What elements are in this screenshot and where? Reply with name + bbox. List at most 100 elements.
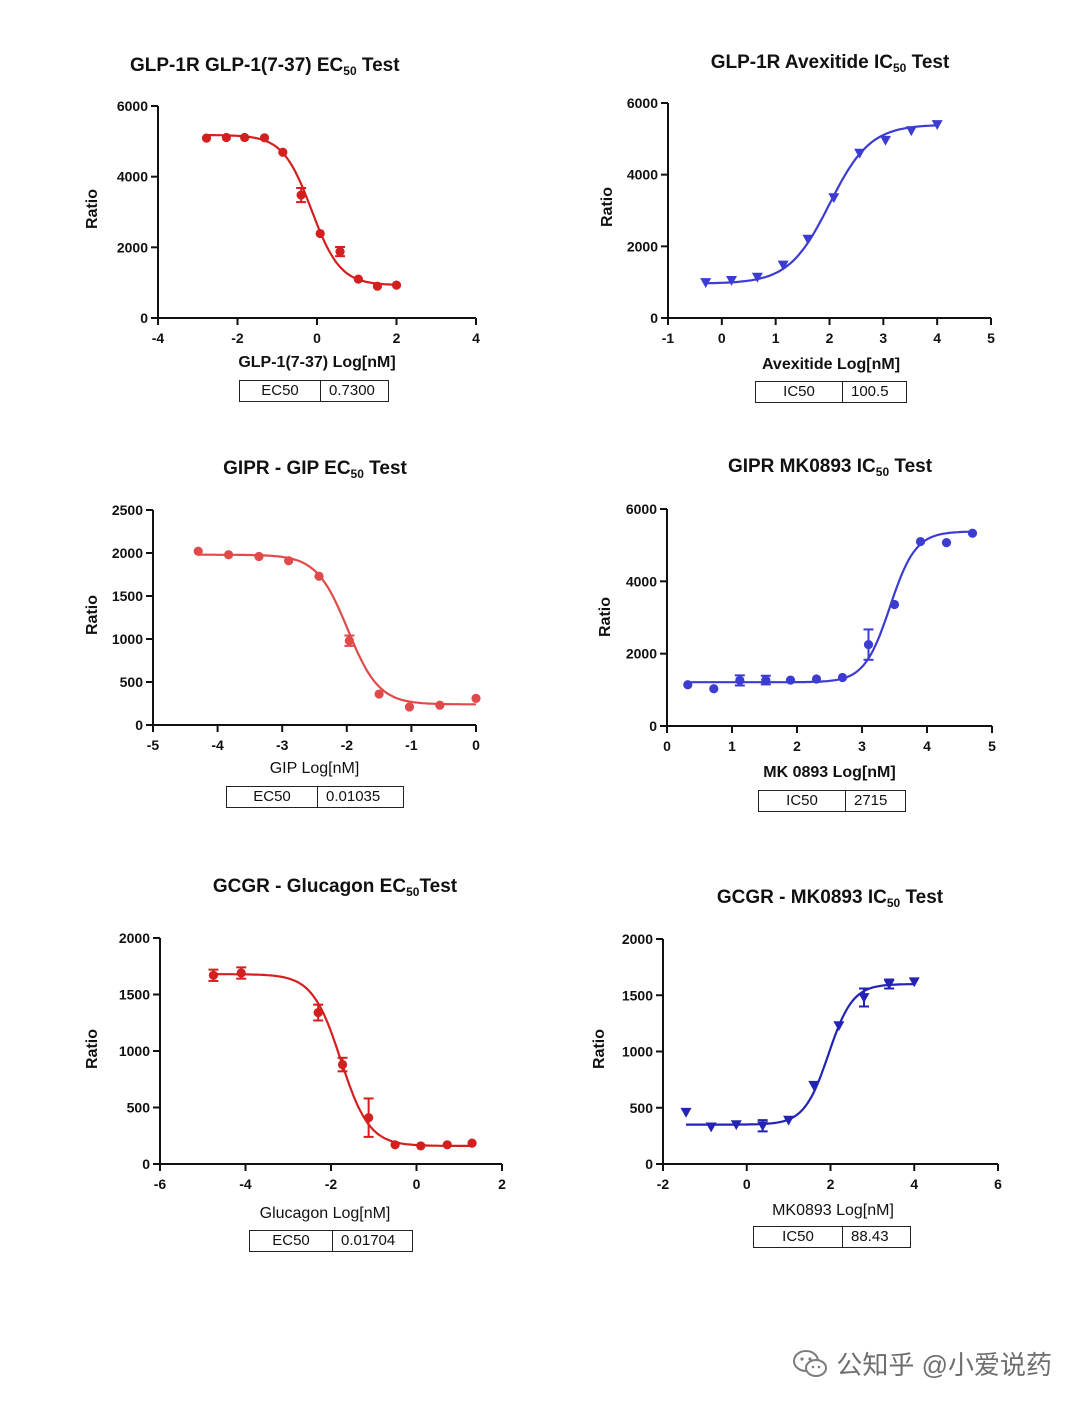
x-tick-label: -3 xyxy=(276,737,289,753)
data-point xyxy=(915,536,926,547)
y-tick-label: 4000 xyxy=(117,169,148,185)
x-tick-label: -2 xyxy=(325,1176,338,1192)
data-point xyxy=(700,278,712,289)
data-point xyxy=(751,272,763,283)
y-axis-label: Ratio xyxy=(84,189,101,229)
data-point xyxy=(221,132,231,143)
data-point xyxy=(344,636,354,646)
x-tick-label: -2 xyxy=(231,330,244,346)
fit-curve xyxy=(206,134,397,286)
chart-title: GCGR - Glucagon EC50Test xyxy=(212,876,458,899)
y-tick: 2000 xyxy=(622,931,663,947)
x-tick: 1 xyxy=(772,318,780,346)
result-value: 0.01035 xyxy=(326,788,381,805)
y-tick-label: 4000 xyxy=(626,573,657,589)
data-point xyxy=(828,193,840,204)
data-point xyxy=(889,599,900,610)
data-point xyxy=(467,1138,477,1148)
y-tick: 500 xyxy=(127,1100,160,1116)
y-axis-label: Ratio xyxy=(591,1029,608,1069)
watermark: 公知乎 @小爱说药 xyxy=(792,1345,1052,1382)
x-tick-label: -2 xyxy=(657,1176,670,1192)
x-axis-label: GIP Log[nM] xyxy=(269,760,360,777)
result-label: EC50 xyxy=(250,1231,333,1251)
x-tick: 0 xyxy=(718,318,726,346)
chart-title: GCGR - MK0893 IC50 Test xyxy=(716,887,944,910)
y-tick-label: 6000 xyxy=(626,501,657,517)
data-point xyxy=(811,674,822,684)
fit-curve xyxy=(705,124,938,285)
data-point xyxy=(705,1122,717,1133)
data-point xyxy=(802,234,814,245)
x-tick-label: 5 xyxy=(988,738,996,754)
result-value: 0.01704 xyxy=(341,1232,396,1249)
result-label: IC50 xyxy=(754,1227,843,1247)
x-tick: 0 xyxy=(313,318,321,346)
fit-curve xyxy=(686,983,915,1126)
x-tick-label: 2 xyxy=(793,738,801,754)
data-point xyxy=(353,274,363,284)
x-tick-label: 2 xyxy=(826,330,834,346)
x-axis-label: Avexitide Log[nM] xyxy=(761,356,901,373)
y-tick: 1500 xyxy=(119,987,160,1003)
y-tick-label: 1000 xyxy=(622,1044,653,1060)
chart-panel-glp1r-glp1: GLP-1R GLP-1(7-37) EC50 Test -4 -2 0 2 4 0 200… xyxy=(0,0,540,420)
x-tick: -1 xyxy=(662,318,675,346)
data-point xyxy=(315,228,325,239)
data-point xyxy=(726,275,738,286)
data-point xyxy=(783,1115,795,1126)
x-tick: -2 xyxy=(325,1164,338,1192)
y-tick: 1500 xyxy=(622,987,663,1003)
wechat-icon xyxy=(793,1349,828,1377)
y-tick: 1500 xyxy=(112,588,153,604)
data-point xyxy=(854,148,866,159)
result-label: EC50 xyxy=(240,381,321,401)
x-tick-label: 1 xyxy=(772,330,780,346)
plot-area: -5 -4 -3 -2 -1 0 0 500 1000 1500 2000 2500 xyxy=(112,502,481,753)
x-tick: -2 xyxy=(657,1164,670,1192)
x-tick-label: 0 xyxy=(718,330,726,346)
data-point xyxy=(372,281,383,291)
data-point xyxy=(757,1121,769,1132)
data-point xyxy=(863,640,874,650)
x-tick: -3 xyxy=(276,725,289,753)
y-tick: 1000 xyxy=(112,631,153,647)
x-tick: 2 xyxy=(793,726,801,754)
y-tick-label: 1500 xyxy=(119,987,150,1003)
data-point xyxy=(680,1107,692,1118)
x-tick: 4 xyxy=(923,726,931,754)
ec50-result-box: EC50 0.7300 xyxy=(239,380,389,402)
chart-panel-gipr-gip: GIPR - GIP EC50 Test -5 -4 -3 -2 -1 0 0 500 1000… xyxy=(0,430,540,840)
data-point xyxy=(416,1141,426,1151)
x-tick-label: 2 xyxy=(498,1176,506,1192)
x-tick-label: -1 xyxy=(662,330,675,346)
y-axis-label: Ratio xyxy=(597,597,614,637)
data-point xyxy=(808,1080,820,1091)
data-point xyxy=(730,1120,742,1131)
chart-panel-gcgr-mk0893: GCGR - MK0893 IC50 Test -2 0 2 4 6 0 500 1000 15… xyxy=(540,850,1080,1270)
y-tick-label: 6000 xyxy=(627,95,658,111)
data-point xyxy=(908,977,920,988)
y-axis-label: Ratio xyxy=(84,595,101,635)
chart-panel-gcgr-glucagon: GCGR - Glucagon EC50Test -6 -4 -2 0 2 0 500 100… xyxy=(0,850,540,1270)
ic50-result-box: IC50 100.5 xyxy=(755,381,907,403)
x-tick-label: -6 xyxy=(154,1176,167,1192)
data-point xyxy=(683,680,693,690)
plot-area: 0 1 2 3 4 5 0 2000 4000 6000 xyxy=(626,501,996,754)
y-tick: 500 xyxy=(630,1100,663,1116)
data-point xyxy=(833,1021,845,1032)
data-point xyxy=(201,133,212,143)
y-tick-label: 2000 xyxy=(112,545,143,561)
y-tick-label: 500 xyxy=(127,1100,151,1116)
y-tick: 2500 xyxy=(112,502,153,518)
y-tick: 4000 xyxy=(117,169,158,185)
result-value: 100.5 xyxy=(851,383,889,400)
data-point xyxy=(735,675,745,686)
chart-panel-glp1r-avexitide: GLP-1R Avexitide IC50 Test -1 0 1 2 3 4 5 0 2000… xyxy=(540,0,1080,420)
data-point xyxy=(837,672,848,683)
x-tick-label: 0 xyxy=(743,1176,751,1192)
data-point xyxy=(259,133,270,143)
x-tick-label: 0 xyxy=(413,1176,421,1192)
